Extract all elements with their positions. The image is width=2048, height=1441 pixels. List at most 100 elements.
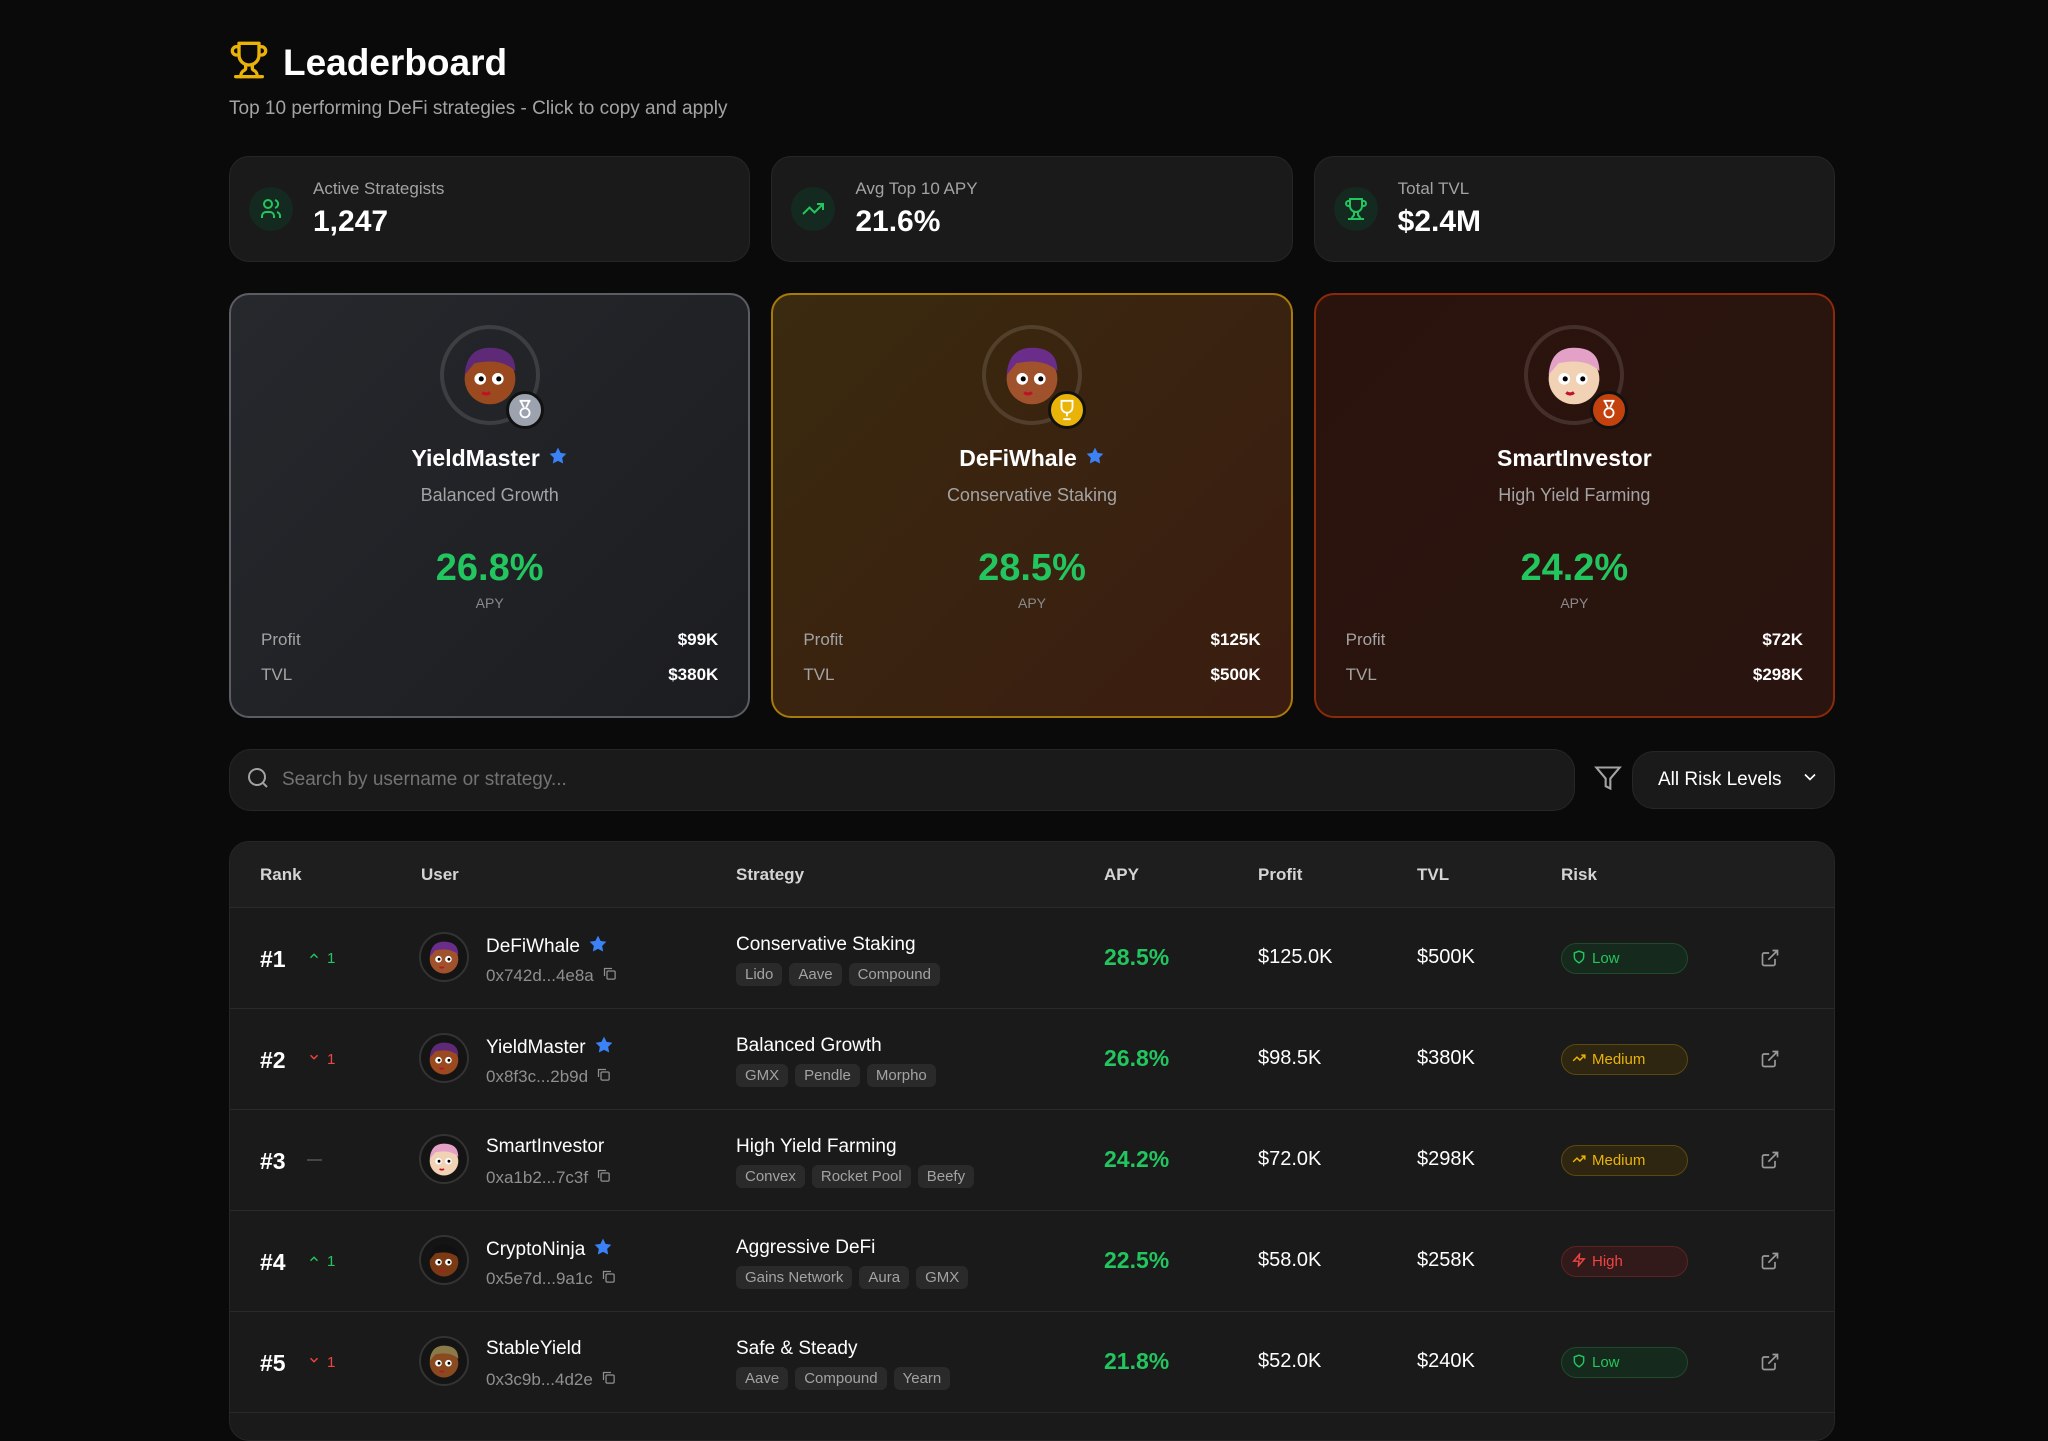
- stat-value: $2.4M: [1397, 205, 1482, 238]
- podium-profit: Profit $125K: [803, 630, 1260, 650]
- table-row[interactable]: #4 1 CryptoNinja 0x5e7d...9a1c Aggressive…: [230, 1211, 1834, 1312]
- podium-card-2[interactable]: YieldMaster Balanced Growth 26.8% APY Pr…: [229, 293, 751, 718]
- podium-apy-label: APY: [475, 595, 504, 611]
- risk-level-select[interactable]: All Risk Levels: [1632, 751, 1835, 809]
- table-header: Rank User Strategy APY Profit TVL Risk: [230, 842, 1834, 908]
- rank: #4: [260, 1249, 286, 1275]
- risk-label: Medium: [1592, 1051, 1646, 1068]
- search-icon: [246, 766, 270, 795]
- protocol-tags: Gains Network Aura GMX: [736, 1266, 969, 1289]
- rank-change-value: 1: [327, 1353, 336, 1371]
- podium-card-1[interactable]: DeFiWhale Conservative Staking 28.5% APY…: [771, 293, 1293, 718]
- rank: #2: [260, 1047, 286, 1073]
- table-row[interactable]: #1 1 DeFiWhale 0x742d...4e8a Conservative…: [230, 908, 1834, 1009]
- username: StableYield: [486, 1338, 582, 1359]
- copy-icon[interactable]: [602, 966, 617, 986]
- chevron-up-icon: [307, 949, 321, 967]
- avatar: [419, 1134, 469, 1184]
- user-name-row: StableYield: [486, 1338, 581, 1360]
- search-input[interactable]: [282, 769, 1532, 791]
- protocol-tag: GMX: [916, 1266, 969, 1289]
- podium-card-3[interactable]: SmartInvestor High Yield Farming 24.2% A…: [1313, 293, 1835, 718]
- rank-change: 1: [307, 1252, 335, 1270]
- chevron-up-icon: [307, 1252, 321, 1270]
- tvl-value: $380K: [1417, 1047, 1475, 1069]
- verified-star-icon: [593, 1237, 613, 1263]
- chevron-down-icon: [307, 1050, 321, 1068]
- protocol-tag: Compound: [795, 1367, 887, 1390]
- shield-icon: [1572, 949, 1586, 968]
- copy-icon[interactable]: [596, 1067, 611, 1087]
- external-link-icon[interactable]: [1760, 1049, 1780, 1074]
- table-row[interactable]: #3 — SmartInvestor 0xa1b2...7c3f High Yie…: [230, 1110, 1834, 1211]
- rank-change-value: 1: [327, 949, 336, 967]
- external-link-icon[interactable]: [1760, 1352, 1780, 1377]
- header-user: User: [421, 865, 459, 884]
- risk-badge: Medium: [1561, 1044, 1688, 1075]
- podium-name: SmartInvestor: [1496, 445, 1652, 471]
- filter-icon[interactable]: [1594, 764, 1622, 797]
- risk-label: Low: [1592, 1354, 1620, 1371]
- avatar: [439, 325, 540, 425]
- tvl-value: $258K: [1417, 1249, 1475, 1271]
- page-header: Leaderboard: [229, 40, 507, 85]
- page-title: Leaderboard: [283, 41, 508, 83]
- rank: #5: [260, 1350, 286, 1376]
- apy-value: 22.5%: [1104, 1247, 1170, 1273]
- stat-label: Total TVL: [1397, 179, 1470, 198]
- rank-change: 1: [307, 949, 335, 967]
- stat-value: 1,247: [313, 205, 389, 238]
- user-name-row: CryptoNinja: [486, 1237, 613, 1263]
- tvl-label: TVL: [1345, 665, 1377, 684]
- strategy-name: Balanced Growth: [736, 1035, 882, 1056]
- table-row[interactable]: #5 1 StableYield 0x3c9b...4d2e Safe & Ste…: [230, 1312, 1834, 1413]
- verified-star-icon: [548, 445, 568, 472]
- trending-up-icon: [1572, 1051, 1586, 1069]
- protocol-tags: Convex Rocket Pool Beefy: [736, 1165, 975, 1188]
- profit-value: $99K: [677, 630, 719, 649]
- user-name-row: YieldMaster: [486, 1035, 614, 1061]
- protocol-tag: Aave: [736, 1367, 789, 1390]
- stat-label: Active Strategists: [313, 179, 445, 198]
- protocol-tag: Pendle: [795, 1064, 860, 1087]
- strategy-name: Conservative Staking: [736, 934, 916, 955]
- verified-star-icon: [588, 934, 608, 960]
- risk-badge: Low: [1561, 943, 1688, 974]
- podium-tvl: TVL $298K: [1346, 665, 1803, 685]
- trophy-icon: [229, 40, 269, 85]
- avatar: [419, 1336, 469, 1386]
- username: DeFiWhale: [486, 936, 580, 957]
- risk-label: Low: [1592, 950, 1620, 967]
- zap-icon: [1572, 1251, 1586, 1271]
- podium-profit: Profit $72K: [1346, 630, 1803, 650]
- podium-name: DeFiWhale: [959, 445, 1077, 471]
- rank-change-value: 1: [327, 1252, 336, 1270]
- apy-value: 26.8%: [1104, 1045, 1170, 1071]
- podium-name-row: DeFiWhale: [773, 445, 1290, 472]
- wallet-address: 0x3c9b...4d2e: [486, 1370, 616, 1390]
- profit-value: $72K: [1762, 630, 1803, 649]
- external-link-icon[interactable]: [1760, 1150, 1780, 1175]
- podium-apy: 24.2%: [1520, 547, 1629, 589]
- protocol-tags: GMX Pendle Morpho: [736, 1064, 936, 1087]
- protocol-tag: Gains Network: [736, 1266, 853, 1289]
- search-bar[interactable]: [229, 749, 1575, 811]
- external-link-icon[interactable]: [1760, 948, 1780, 973]
- copy-icon[interactable]: [601, 1370, 616, 1390]
- external-link-icon[interactable]: [1760, 1251, 1780, 1276]
- copy-icon[interactable]: [601, 1269, 616, 1289]
- tvl-value: $380K: [668, 665, 719, 684]
- user-name-row: DeFiWhale: [486, 934, 608, 960]
- header-risk: Risk: [1561, 865, 1597, 884]
- copy-icon[interactable]: [596, 1168, 611, 1188]
- profit-value: $58.0K: [1258, 1249, 1322, 1271]
- chevron-down-icon: [1800, 767, 1820, 793]
- protocol-tag: Aave: [789, 963, 842, 986]
- podium-apy-label: APY: [1017, 595, 1046, 611]
- protocol-tag: Beefy: [917, 1165, 975, 1188]
- username: YieldMaster: [486, 1037, 586, 1058]
- tvl-value: $500K: [1210, 665, 1261, 684]
- table-row[interactable]: #2 1 YieldMaster 0x8f3c...2b9d Balanced G…: [230, 1009, 1834, 1110]
- risk-label: Medium: [1592, 1152, 1646, 1169]
- avatar: [1524, 325, 1625, 425]
